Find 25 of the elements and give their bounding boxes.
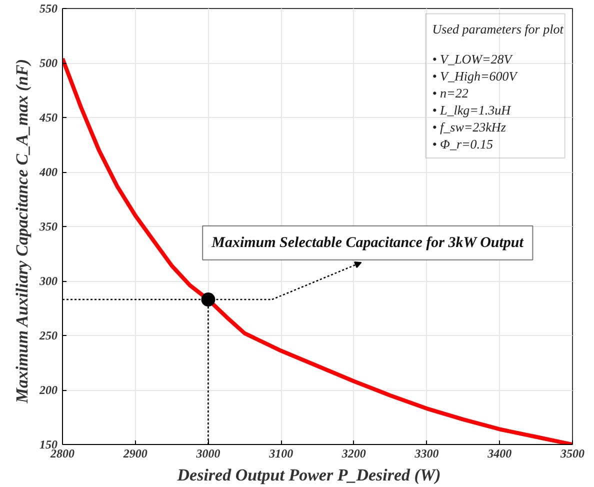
x-tick-label: 3300 xyxy=(414,446,439,460)
annotation: • Φ_r=0.15 xyxy=(432,136,494,152)
annotation: Maximum Selectable Capacitance for 3kW Output xyxy=(210,234,524,251)
y-tick-label: 300 xyxy=(38,274,58,288)
y-tick-label: 200 xyxy=(38,383,58,397)
y-axis-title: Maximum Auxiliary Capacitance C_A_max (nF) xyxy=(12,58,32,404)
x-tick-label: 3500 xyxy=(560,446,584,460)
y-tick-label: 500 xyxy=(40,56,58,70)
y-tick-label: 400 xyxy=(38,165,58,179)
x-tick-label: 3000 xyxy=(195,446,220,460)
y-tick-label: 450 xyxy=(38,110,58,124)
x-tick-label: 2900 xyxy=(122,446,148,460)
annotation: • V_High=600V xyxy=(432,68,519,84)
annotation: • V_LOW=28V xyxy=(432,52,514,67)
annotation: • f_sw=23kHz xyxy=(432,120,506,135)
x-tick-label: 3100 xyxy=(268,446,294,460)
y-tick-label: 550 xyxy=(40,2,58,16)
x-tick-label: 3400 xyxy=(486,446,512,460)
x-tick-label: 3200 xyxy=(340,446,366,460)
y-tick-label: 250 xyxy=(38,328,58,342)
x-axis-title: Desired Output Power P_Desired (W) xyxy=(176,466,441,484)
annotation: • L_lkg=1.3uH xyxy=(432,102,512,118)
annotation: • n=22 xyxy=(432,86,469,101)
annotation: Used parameters for plot xyxy=(432,22,564,37)
y-tick-label: 350 xyxy=(38,220,58,234)
